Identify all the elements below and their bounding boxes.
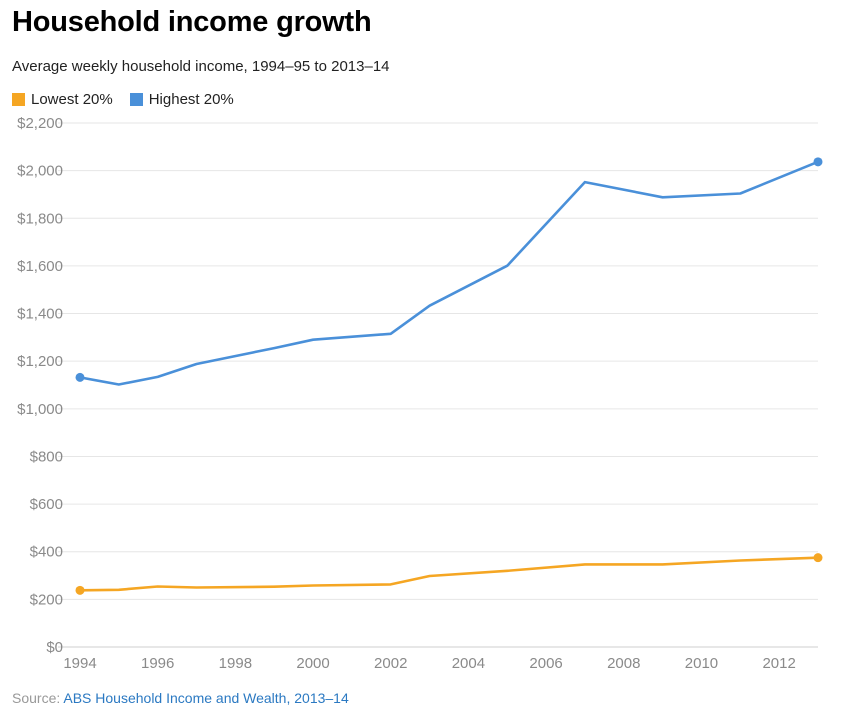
series-start-point-highest[interactable]: [75, 372, 85, 382]
y-tick-label: $600: [30, 496, 63, 513]
y-tick-label: $800: [30, 448, 63, 465]
series-line-lowest: [78, 556, 820, 592]
legend-label-lowest: Lowest 20%: [31, 91, 113, 108]
source-prefix: Source:: [12, 690, 61, 706]
series-end-point-lowest[interactable]: [813, 553, 823, 563]
x-tick-label: 2000: [296, 655, 329, 672]
chart-subtitle: Average weekly household income, 1994–95…: [12, 58, 390, 75]
y-tick-label: $1,200: [17, 353, 63, 370]
y-tick-label: $0: [46, 639, 63, 656]
x-tick-label: 1998: [219, 655, 252, 672]
series-line-highest: [78, 160, 820, 386]
x-tick-label: 2008: [607, 655, 640, 672]
y-tick-label: $1,400: [17, 306, 63, 323]
source-note: Source: ABS Household Income and Wealth,…: [12, 690, 349, 706]
legend-swatch-lowest: [12, 93, 25, 106]
legend: Lowest 20% Highest 20%: [12, 91, 251, 108]
series-end-point-highest[interactable]: [813, 157, 823, 167]
y-tick-label: $200: [30, 591, 63, 608]
legend-swatch-highest: [129, 93, 143, 106]
x-tick-label: 1996: [141, 655, 174, 672]
source-link[interactable]: ABS Household Income and Wealth, 2013–14: [63, 690, 349, 706]
x-tick-label: 2004: [452, 655, 485, 672]
y-tick-label: $400: [30, 544, 63, 561]
x-tick-label: 2006: [529, 655, 562, 672]
y-tick-label: $2,000: [17, 163, 63, 180]
y-tick-label: $1,800: [17, 210, 63, 227]
y-tick-label: $1,600: [17, 258, 63, 275]
x-tick-label: 2010: [685, 655, 718, 672]
y-tick-label: $1,000: [17, 401, 63, 418]
legend-label-highest: Highest 20%: [148, 91, 234, 108]
x-tick-label: 1994: [63, 655, 96, 672]
chart-title: Household income growth: [12, 6, 372, 38]
x-tick-label: 2002: [374, 655, 407, 672]
series-start-point-lowest[interactable]: [75, 585, 85, 595]
x-tick-label: 2012: [762, 655, 795, 672]
y-tick-label: $2,200: [17, 115, 63, 132]
legend-item-lowest[interactable]: Lowest 20%: [12, 91, 113, 108]
legend-item-highest[interactable]: Highest 20%: [129, 91, 234, 108]
